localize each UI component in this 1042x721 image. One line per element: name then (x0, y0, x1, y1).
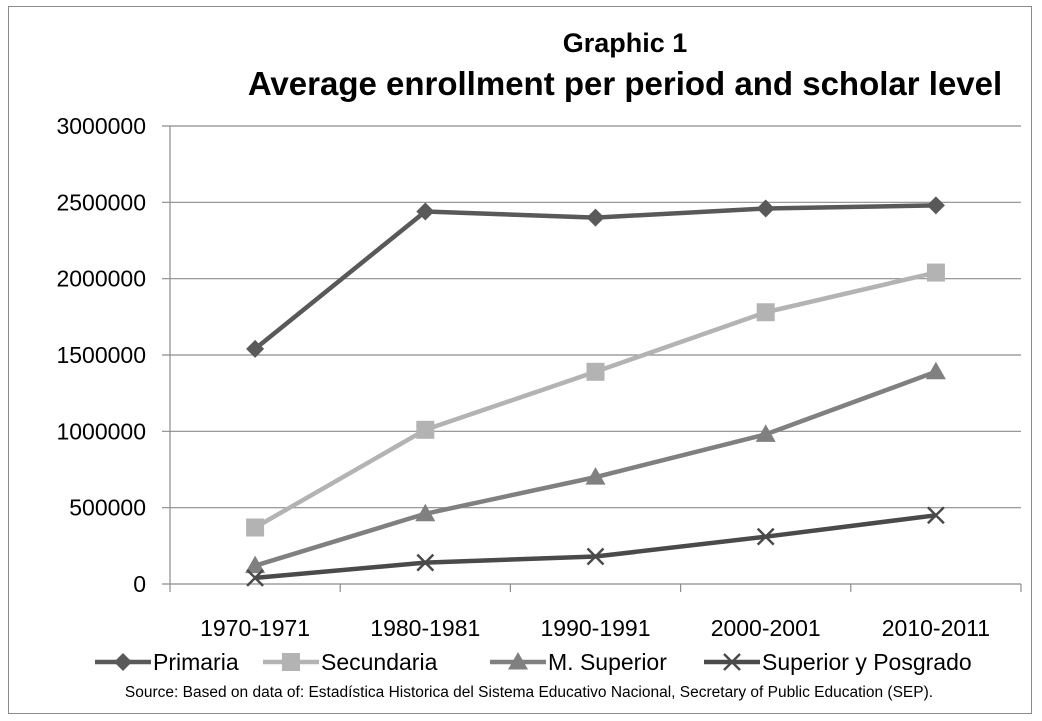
data-point-triangle (415, 503, 436, 522)
series-m-superior (245, 361, 946, 574)
y-tick-labels: 0 500000 1000000 1500000 2000000 2500000 30000… (56, 113, 146, 597)
series-primaria (246, 196, 945, 358)
x-tick-label: 2000-2001 (711, 615, 821, 641)
x-tick-labels: 1970-1971 1980-1981 1990-1991 2000-2001 2010… (200, 615, 990, 641)
y-tick-label: 2000000 (56, 266, 146, 292)
data-point-x (416, 553, 435, 572)
legend-label: M. Superior (548, 649, 667, 675)
chart-subtitle: Average enrollment per period and schola… (248, 65, 1002, 102)
legend-marker (114, 653, 132, 671)
data-point-triangle (245, 555, 266, 574)
y-tick-label: 1500000 (56, 342, 146, 368)
legend-item: M. Superior (490, 649, 667, 675)
data-point-triangle (925, 361, 946, 380)
axes (162, 126, 1022, 592)
legend-item: Superior y Posgrado (704, 649, 972, 675)
series-line (253, 203, 936, 351)
data-point-x (246, 569, 264, 587)
data-point-square (926, 263, 945, 282)
legend-item: Secundaria (263, 649, 438, 675)
series-superior-y-posgrado (246, 506, 945, 587)
data-point-diamond (416, 202, 435, 221)
series-line (254, 513, 937, 581)
series-secundaria (246, 263, 945, 537)
data-point-square (756, 303, 775, 322)
legend-marker (282, 653, 300, 671)
data-point-triangle (585, 467, 606, 485)
data-point-x (927, 506, 945, 525)
y-tick-label: 3000000 (56, 113, 146, 139)
chart-frame (8, 6, 1032, 714)
x-tick-label: 1970-1971 (200, 615, 310, 641)
legend-label: Superior y Posgrado (762, 649, 972, 675)
legend: Primaria Secundaria M. Superior Superior y … (95, 649, 972, 675)
data-point-diamond (756, 199, 775, 218)
legend-marker (508, 652, 528, 670)
x-tick-label: 1990-1991 (541, 615, 651, 641)
x-tick-label: 1980-1981 (370, 615, 480, 641)
y-tick-label: 500000 (69, 495, 146, 521)
data-point-diamond (586, 208, 605, 227)
legend-label: Secundaria (321, 649, 438, 675)
series-layer (245, 196, 946, 587)
data-point-square (416, 420, 435, 439)
data-point-square (586, 362, 605, 381)
data-point-x (586, 547, 605, 566)
data-point-diamond (246, 339, 265, 358)
data-point-square (246, 518, 265, 537)
chart-title: Graphic 1 (563, 28, 688, 58)
source-note: Source: Based on data of: Estadística Hi… (125, 684, 933, 701)
data-point-x (756, 527, 775, 546)
legend-marker (723, 653, 741, 671)
gridlines (162, 125, 1021, 509)
legend-label: Primaria (153, 649, 239, 675)
data-point-triangle (755, 424, 776, 442)
y-tick-label: 1000000 (56, 418, 146, 444)
series-line (253, 270, 937, 530)
y-tick-label: 0 (133, 571, 146, 597)
data-point-diamond (926, 196, 945, 215)
legend-item: Primaria (95, 649, 239, 675)
y-tick-label: 2500000 (56, 189, 146, 215)
x-tick-label: 2010-2011 (882, 615, 990, 641)
